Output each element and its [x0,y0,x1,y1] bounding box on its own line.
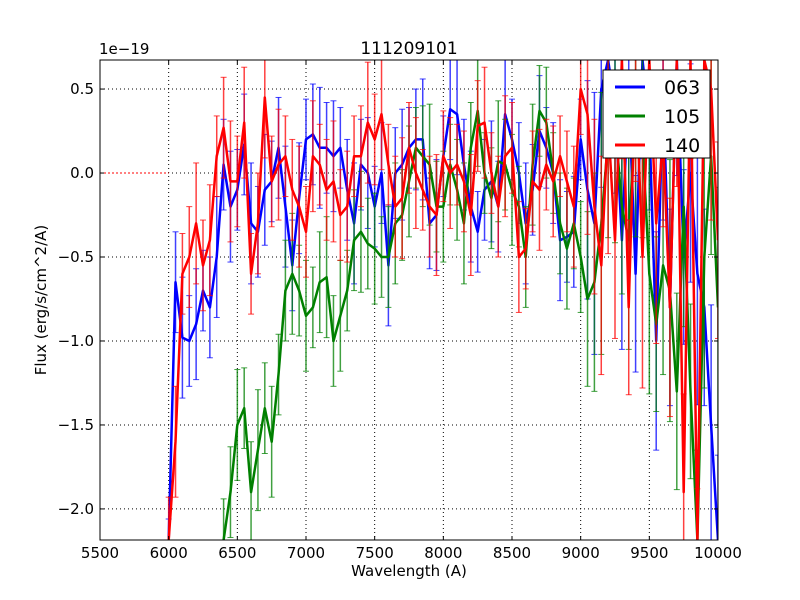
x-tick-label: 7000 [287,544,325,562]
y-tick-label: −0.5 [58,248,94,266]
x-tick-label: 5500 [81,544,119,562]
x-tick-label: 9500 [630,544,668,562]
y-tick-label: 0.0 [70,164,94,182]
x-axis-label: Wavelength (A) [351,562,467,580]
y-axis-label: Flux (erg/s/cm^2/A) [32,225,50,376]
series-line-140 [167,60,718,540]
x-tick-label: 7500 [356,544,394,562]
y-offset-label: 1e−19 [99,40,149,58]
x-tick-label: 8500 [493,544,531,562]
axes-frame [99,59,719,541]
x-tick-label: 6000 [150,544,188,562]
x-tick-label: 8000 [424,544,462,562]
x-tick-label: 10000 [694,544,742,562]
ticks: 5500 6000 6500 7000 7500 8000 8500 9000 9500 1000… [58,60,742,562]
legend-label-063: 063 [664,77,700,99]
legend-box [602,69,711,159]
chart-title: 111209101 [360,39,457,59]
y-tick-label: 0.5 [70,80,94,98]
y-tick-label: −1.5 [58,416,94,434]
legend-label-105: 105 [664,106,700,128]
y-tick-label: −2.0 [58,500,94,518]
legend-label-140: 140 [664,135,700,157]
data-marks [100,60,718,540]
x-tick-label: 6500 [218,544,256,562]
x-tick-label: 9000 [562,544,600,562]
series-140 [165,60,718,540]
y-tick-label: −1.0 [58,332,94,350]
legend: 063 105 140 [602,69,711,159]
